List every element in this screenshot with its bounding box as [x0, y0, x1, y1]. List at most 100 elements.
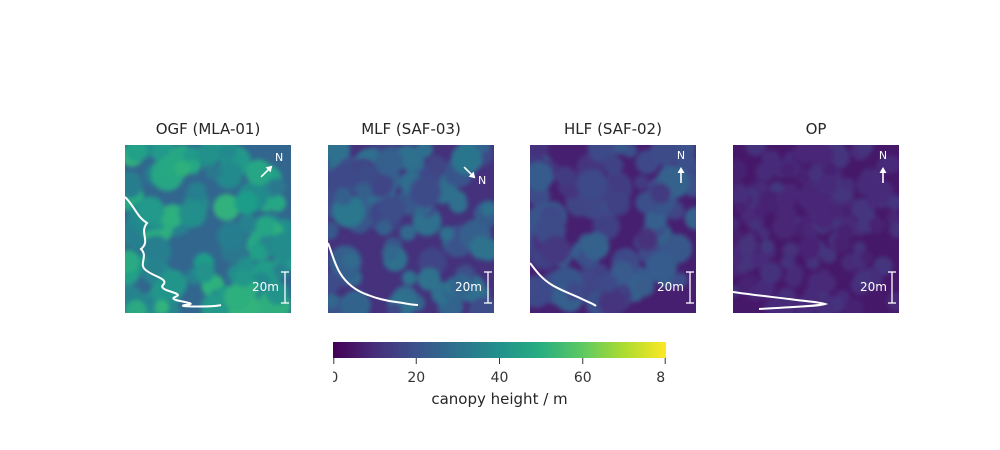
- tree-crown: [763, 153, 778, 168]
- tree-crown: [781, 163, 794, 176]
- tree-crown: [755, 279, 775, 299]
- tree-crown: [382, 244, 399, 262]
- tree-crown: [886, 292, 899, 311]
- tree-crown: [249, 243, 267, 261]
- tree-crown: [634, 175, 649, 190]
- tree-crown: [449, 194, 468, 214]
- tree-crown: [186, 182, 207, 202]
- tree-crown: [675, 149, 696, 170]
- panel-title: MLF (SAF-03): [361, 120, 461, 138]
- tree-crown: [268, 194, 286, 212]
- tree-crown: [784, 269, 803, 288]
- tree-crown: [733, 159, 747, 182]
- tree-crown: [234, 191, 259, 215]
- tree-crown: [125, 250, 140, 274]
- tree-crown: [417, 267, 441, 291]
- tree-crown: [215, 161, 243, 189]
- tree-crown: [555, 166, 575, 186]
- tree-crown: [888, 221, 899, 239]
- tree-crown: [328, 271, 341, 295]
- tree-crown: [401, 270, 417, 286]
- colorbar-tick-label: 60: [574, 370, 592, 386]
- tree-crown: [265, 281, 290, 305]
- north-label: N: [677, 149, 685, 162]
- tree-crown: [415, 145, 433, 159]
- height-profile-curve: [733, 291, 829, 310]
- tree-crown: [857, 145, 874, 155]
- tree-crown: [140, 235, 172, 267]
- tree-crown: [736, 261, 750, 275]
- north-arrow: N: [677, 149, 685, 183]
- tree-crown: [217, 221, 246, 251]
- tree-crown: [386, 303, 402, 313]
- tree-crown: [445, 238, 465, 258]
- north-arrow: N: [879, 149, 887, 183]
- tree-crown: [759, 261, 782, 284]
- tree-crown: [213, 194, 240, 221]
- tree-crown: [218, 145, 237, 161]
- tree-crown: [758, 190, 782, 213]
- tree-crown: [197, 145, 221, 165]
- tree-crown: [175, 160, 191, 177]
- tree-crown: [836, 223, 853, 240]
- colorbar-ticks: 0 20 40 60 80: [333, 358, 666, 386]
- tree-crown: [755, 181, 768, 194]
- scale-bar: 20m: [860, 271, 896, 304]
- tree-crown: [598, 274, 617, 293]
- tree-crown: [797, 186, 821, 210]
- tree-crown: [759, 239, 775, 254]
- tree-crown: [426, 155, 447, 176]
- colorbar-tick-label: 80: [656, 370, 666, 386]
- tree-crown: [329, 172, 348, 191]
- tree-crown: [650, 145, 679, 166]
- tree-crown: [866, 195, 880, 209]
- colorbar: 0 20 40 60 80: [333, 342, 666, 386]
- north-label: N: [275, 151, 283, 164]
- tree-crown: [817, 273, 837, 293]
- tree-crown: [776, 189, 797, 210]
- tree-crown: [887, 194, 899, 211]
- tree-crown: [125, 171, 143, 199]
- tree-crown: [750, 220, 762, 232]
- tree-crown: [328, 293, 339, 308]
- tree-crown: [378, 195, 406, 223]
- tree-crown: [645, 251, 678, 284]
- tree-crown: [817, 174, 838, 196]
- north-label: N: [478, 174, 486, 187]
- north-label: N: [879, 149, 887, 162]
- tree-crown: [340, 290, 371, 313]
- tree-crown: [334, 187, 353, 206]
- tree-crown: [125, 145, 148, 162]
- north-arrow: N: [260, 151, 283, 178]
- tree-crown: [604, 155, 624, 175]
- tree-crown: [854, 269, 872, 287]
- tree-crown: [758, 227, 770, 240]
- panel-title: HLF (SAF-02): [564, 120, 662, 138]
- scale-bar: 20m: [455, 271, 492, 304]
- tree-crown: [844, 298, 864, 313]
- tree-crown: [613, 145, 629, 155]
- tree-crown: [193, 261, 215, 283]
- tree-crown: [805, 255, 821, 270]
- tree-crown: [886, 210, 899, 226]
- tree-crown: [684, 206, 696, 230]
- tree-crown: [794, 145, 817, 162]
- scale-bar-label: 20m: [252, 280, 279, 294]
- tree-crown: [354, 181, 373, 200]
- tree-crown: [673, 272, 688, 288]
- tree-crown: [565, 282, 584, 301]
- tree-crown: [856, 172, 881, 197]
- tree-crown: [376, 220, 392, 236]
- tree-crown: [245, 159, 272, 186]
- tree-crown: [541, 235, 571, 265]
- tree-crown: [744, 145, 767, 156]
- tree-crown: [469, 236, 493, 260]
- tree-crown: [205, 163, 221, 180]
- tree-crown: [803, 222, 814, 234]
- tree-crown: [635, 228, 658, 251]
- tree-crown: [439, 226, 455, 242]
- tree-crown: [576, 169, 608, 201]
- map-svg: N 20m: [125, 145, 291, 313]
- tree-crown: [399, 224, 416, 241]
- scale-bar: 20m: [657, 271, 694, 304]
